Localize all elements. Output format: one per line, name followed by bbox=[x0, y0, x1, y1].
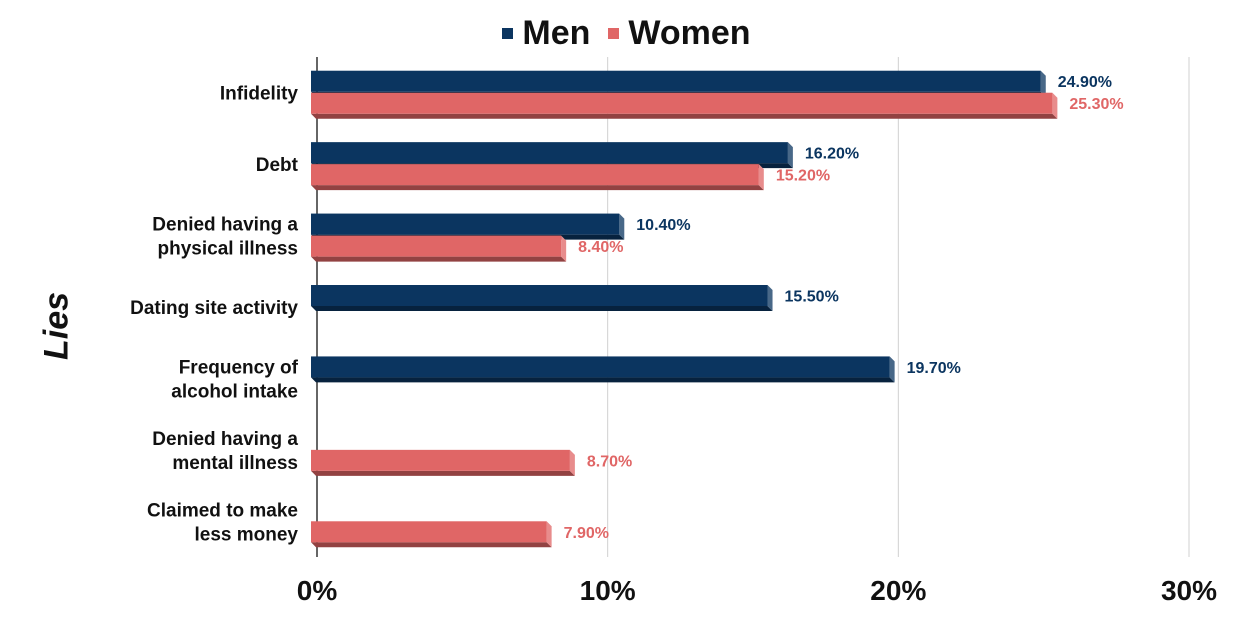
category-label: Debt bbox=[256, 155, 299, 176]
legend-entry-men: Men bbox=[502, 14, 590, 53]
bar-men bbox=[311, 70, 1041, 92]
bar-women bbox=[311, 449, 570, 471]
bar-shadow bbox=[311, 377, 895, 383]
bar-shadow bbox=[311, 185, 764, 191]
bar-side bbox=[1040, 70, 1046, 97]
category-label: physical illness bbox=[158, 239, 298, 260]
bar-shadow bbox=[311, 256, 567, 262]
legend: Men Women bbox=[0, 14, 1253, 53]
bar-shadow bbox=[311, 113, 1058, 119]
category-label: Denied having a bbox=[152, 215, 298, 236]
x-tick-label: 30% bbox=[1161, 575, 1217, 606]
data-label: 7.90% bbox=[564, 525, 609, 542]
bar-side bbox=[619, 213, 625, 240]
bar-side bbox=[569, 449, 575, 476]
legend-label-women: Women bbox=[628, 14, 751, 52]
x-tick-label: 0% bbox=[297, 575, 338, 606]
category-label: Denied having a bbox=[152, 429, 298, 450]
bar-side bbox=[546, 521, 552, 548]
data-label: 8.70% bbox=[587, 453, 632, 470]
legend-entry-women: Women bbox=[608, 14, 751, 53]
bar-women bbox=[311, 521, 547, 543]
legend-label-men: Men bbox=[522, 14, 591, 52]
bar-shadow bbox=[311, 470, 575, 476]
data-label: 16.20% bbox=[805, 146, 859, 163]
bar-men bbox=[311, 356, 890, 378]
bar-men bbox=[311, 285, 768, 306]
bar-women bbox=[311, 235, 562, 257]
legend-swatch-women bbox=[608, 28, 620, 39]
data-label: 15.20% bbox=[776, 168, 830, 185]
data-label: 24.90% bbox=[1058, 74, 1112, 91]
bar-men bbox=[311, 213, 620, 235]
bar-women bbox=[311, 92, 1053, 114]
x-tick-label: 20% bbox=[870, 575, 926, 606]
bar-men bbox=[311, 142, 788, 164]
x-tick-label: 10% bbox=[580, 575, 636, 606]
bar-side bbox=[758, 164, 764, 191]
bar-side bbox=[787, 142, 793, 169]
bar-shadow bbox=[311, 306, 773, 311]
data-label: 15.50% bbox=[785, 289, 839, 306]
data-label: 8.40% bbox=[578, 239, 623, 256]
category-label: Frequency of bbox=[179, 357, 299, 378]
bar-shadow bbox=[311, 542, 552, 548]
bar-side bbox=[889, 356, 895, 383]
category-label: Infidelity bbox=[220, 84, 299, 105]
data-label: 19.70% bbox=[907, 360, 961, 377]
legend-swatch-men bbox=[502, 28, 514, 39]
bar-side bbox=[767, 285, 773, 311]
category-label: alcohol intake bbox=[171, 381, 298, 402]
category-label: mental illness bbox=[172, 453, 298, 474]
bar-side bbox=[561, 235, 567, 262]
category-label: Claimed to make bbox=[147, 500, 298, 521]
category-label: less money bbox=[195, 524, 299, 545]
data-label: 10.40% bbox=[636, 217, 690, 234]
category-label: Dating site activity bbox=[130, 298, 298, 319]
data-label: 25.30% bbox=[1069, 96, 1123, 113]
bar-women bbox=[311, 164, 759, 186]
bar-side bbox=[1052, 92, 1058, 119]
